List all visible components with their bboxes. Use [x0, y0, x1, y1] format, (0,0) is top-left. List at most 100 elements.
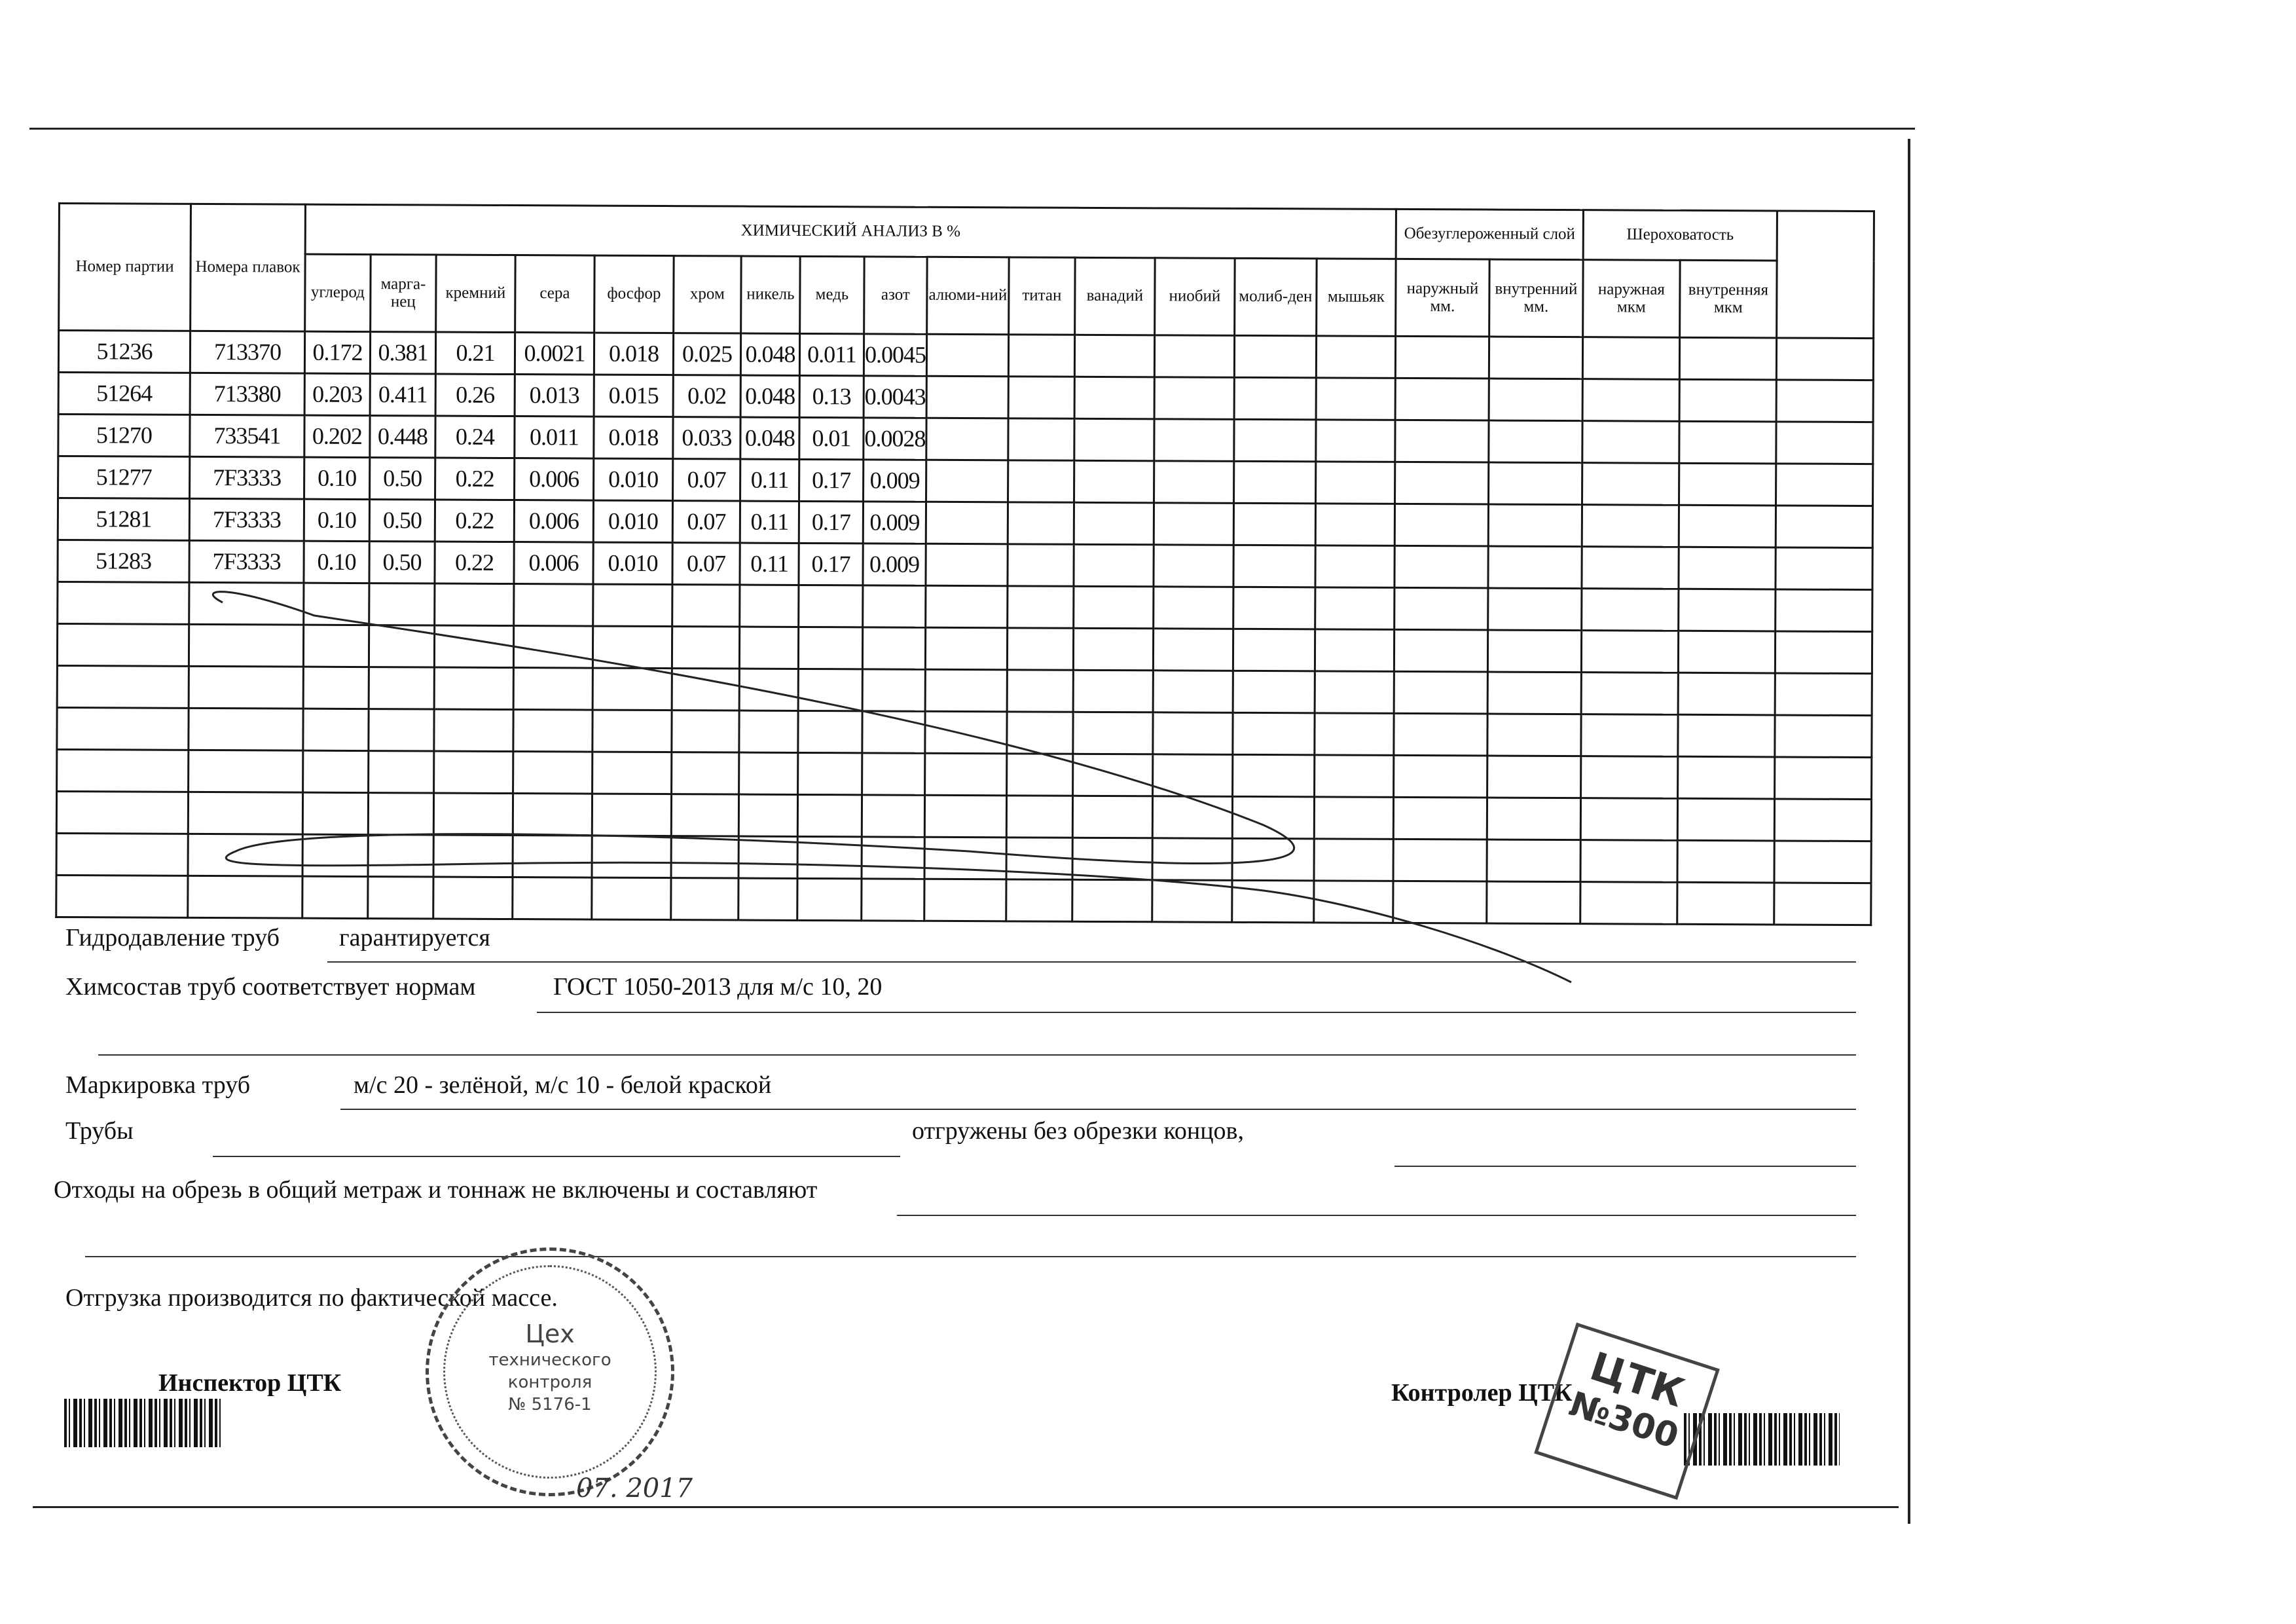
cell-value: 0.010	[593, 500, 673, 543]
table-row: 51264 713380 0.203 0.411 0.26 0.013 0.015 0.02 0…	[58, 372, 1874, 422]
cell-value: 0.10	[304, 499, 370, 542]
cell-empty	[1154, 502, 1234, 545]
cell-empty	[1678, 547, 1776, 589]
cell-empty	[1776, 379, 1874, 422]
cell-value: 0.11	[740, 459, 799, 502]
cell-empty	[1582, 462, 1679, 506]
cell-empty	[56, 875, 189, 918]
page-border-right	[1908, 139, 1910, 1524]
round-stamp: Цех технического контроля № 5176-1	[426, 1247, 674, 1496]
table-row: 51281 7F3333 0.10 0.50 0.22 0.006 0.010 0.07 0.1…	[58, 498, 1873, 548]
cell-empty	[1677, 756, 1775, 799]
cell-empty	[1395, 336, 1489, 379]
cell-value: 0.0043	[864, 375, 927, 418]
cell-batch: 51283	[57, 540, 190, 583]
cell-value: 0.411	[370, 373, 436, 416]
cell-empty	[56, 833, 189, 876]
cell-empty	[1233, 503, 1316, 545]
cell-empty	[1678, 589, 1776, 631]
header-element: кремний	[435, 255, 516, 333]
cell-empty	[1582, 420, 1680, 464]
cell-value: 0.009	[863, 459, 926, 502]
cell-batch: 51264	[58, 372, 191, 415]
header-element: фосфор	[594, 255, 674, 333]
header-element: хром	[673, 255, 742, 334]
stamp-line-2: технического	[488, 1350, 611, 1370]
header-element: титан	[1008, 257, 1076, 335]
cell-empty	[1581, 546, 1679, 589]
cell-empty	[56, 791, 189, 834]
header-decarburized-layer: Обезуглероженный слой	[1396, 209, 1584, 260]
cell-heat: 7F3333	[189, 498, 304, 542]
cell-empty	[1488, 462, 1582, 505]
pipes-label: Трубы	[65, 1117, 134, 1145]
cell-value: 0.048	[740, 417, 800, 460]
cell-value: 0.013	[515, 374, 594, 417]
cell-value: 0.17	[799, 459, 864, 502]
cell-value: 0.10	[304, 457, 370, 500]
cell-value: 0.07	[672, 458, 740, 502]
stamp-line-4: № 5176-1	[508, 1395, 592, 1414]
cell-value: 0.011	[799, 333, 864, 376]
cell-value: 0.17	[799, 501, 864, 544]
pipes-underline	[213, 1156, 900, 1157]
cell-empty	[1488, 420, 1583, 463]
cell-empty	[1394, 504, 1489, 547]
cell-empty	[1234, 377, 1317, 420]
page-border-bottom	[33, 1506, 1899, 1508]
cell-empty	[1154, 335, 1235, 378]
marking-label: Маркировка труб	[65, 1071, 251, 1099]
header-element: молиб-ден	[1234, 258, 1317, 336]
cell-empty	[1679, 379, 1777, 422]
cell-value: 0.202	[304, 415, 371, 458]
cell-value: 0.448	[369, 415, 436, 458]
cell-empty	[1679, 463, 1776, 506]
cell-empty	[1008, 502, 1074, 545]
cell-value: 0.018	[594, 333, 674, 375]
cell-empty	[57, 665, 189, 709]
header-element: углерод	[304, 254, 371, 332]
cell-value: 0.172	[304, 331, 371, 374]
cell-empty	[1679, 337, 1777, 380]
cell-empty	[1154, 418, 1235, 462]
cell-empty	[926, 418, 1009, 460]
cell-empty	[1775, 673, 1872, 716]
chem-compliance-value: ГОСТ 1050-2013 для м/с 10, 20	[553, 973, 883, 1001]
cell-empty	[1008, 334, 1075, 377]
marking-value: м/с 20 - зелёной, м/с 10 - белой краской	[354, 1071, 772, 1099]
cell-empty	[1677, 882, 1774, 925]
cell-batch: 51270	[58, 414, 191, 457]
cell-empty	[1316, 377, 1396, 420]
header-decarb-sub: наружный мм.	[1395, 259, 1490, 337]
cell-empty	[1395, 378, 1489, 421]
cell-empty	[1775, 589, 1872, 632]
cell-empty	[1581, 588, 1679, 631]
waste-label: Отходы на обрезь в общий метраж и тоннаж…	[54, 1176, 818, 1204]
waste-underline	[897, 1215, 1856, 1216]
cell-value: 0.0045	[864, 333, 927, 377]
cell-value: 0.0021	[515, 332, 594, 375]
header-element: алюми-ний	[926, 257, 1010, 335]
cell-empty	[1776, 337, 1874, 380]
cell-empty	[1581, 630, 1679, 673]
cell-empty	[1580, 756, 1678, 799]
cell-empty	[1582, 378, 1680, 422]
cell-empty	[1074, 502, 1154, 545]
cell-value: 0.011	[514, 416, 594, 459]
cell-empty	[1154, 460, 1234, 504]
cell-empty	[1233, 461, 1316, 504]
cell-heat: 7F3333	[189, 456, 304, 500]
cell-value: 0.22	[435, 458, 515, 500]
cell-empty	[1678, 631, 1776, 673]
cell-empty	[1233, 419, 1317, 462]
header-roughness-sub: наружная мкм	[1582, 259, 1681, 338]
table-row: 51236 713370 0.172 0.381 0.21 0.0021 0.018 0.02…	[58, 330, 1874, 380]
cell-empty	[1315, 419, 1396, 462]
cell-empty	[1008, 376, 1075, 419]
header-element: медь	[799, 256, 865, 334]
cell-value: 0.048	[740, 375, 800, 418]
inspector-barcode	[64, 1399, 223, 1447]
chem-compliance-label: Химсостав труб соответствует нормам	[65, 973, 476, 1001]
cell-empty	[57, 623, 189, 667]
cell-empty	[1315, 503, 1395, 546]
